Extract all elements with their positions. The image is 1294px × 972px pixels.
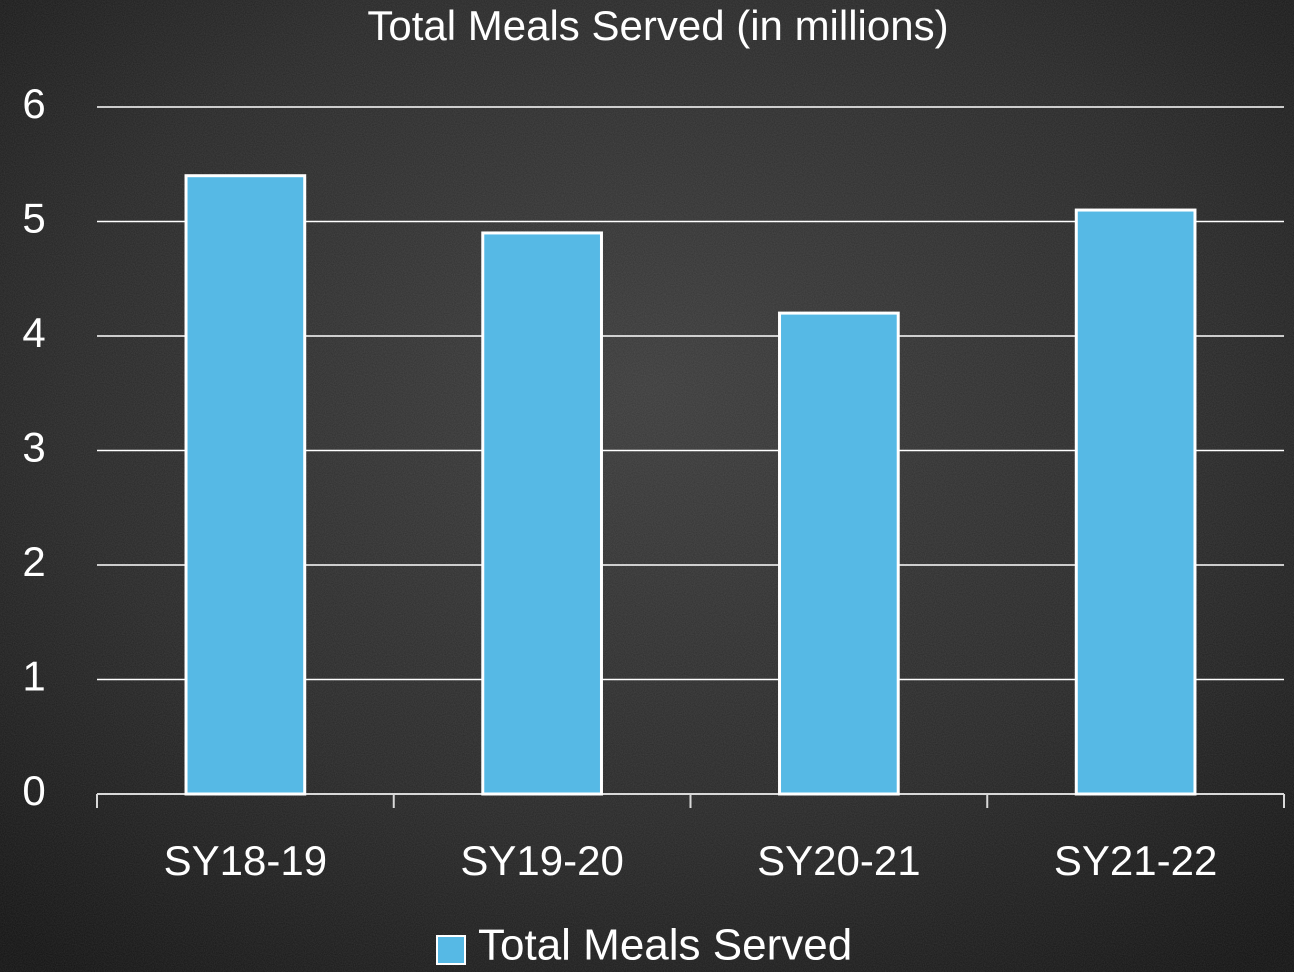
legend-swatch [436,935,466,965]
y-tick-label: 0 [22,767,45,814]
y-tick-label: 4 [22,309,45,356]
y-tick-label: 5 [22,195,45,242]
bar [184,174,307,796]
x-tick-label: SY19-20 [460,837,623,884]
y-tick-label: 6 [22,80,45,127]
y-tick-label: 1 [22,653,45,700]
x-tick-label: SY20-21 [757,837,920,884]
bar [778,311,900,796]
x-tick-label: SY21-22 [1054,837,1217,884]
bar [481,231,603,796]
y-tick-label: 2 [22,538,45,585]
chart-title: Total Meals Served (in millions) [367,2,948,49]
bar [1074,208,1197,796]
legend-label: Total Meals Served [478,921,852,970]
x-tick-label: SY18-19 [164,837,327,884]
y-tick-label: 3 [22,424,45,471]
